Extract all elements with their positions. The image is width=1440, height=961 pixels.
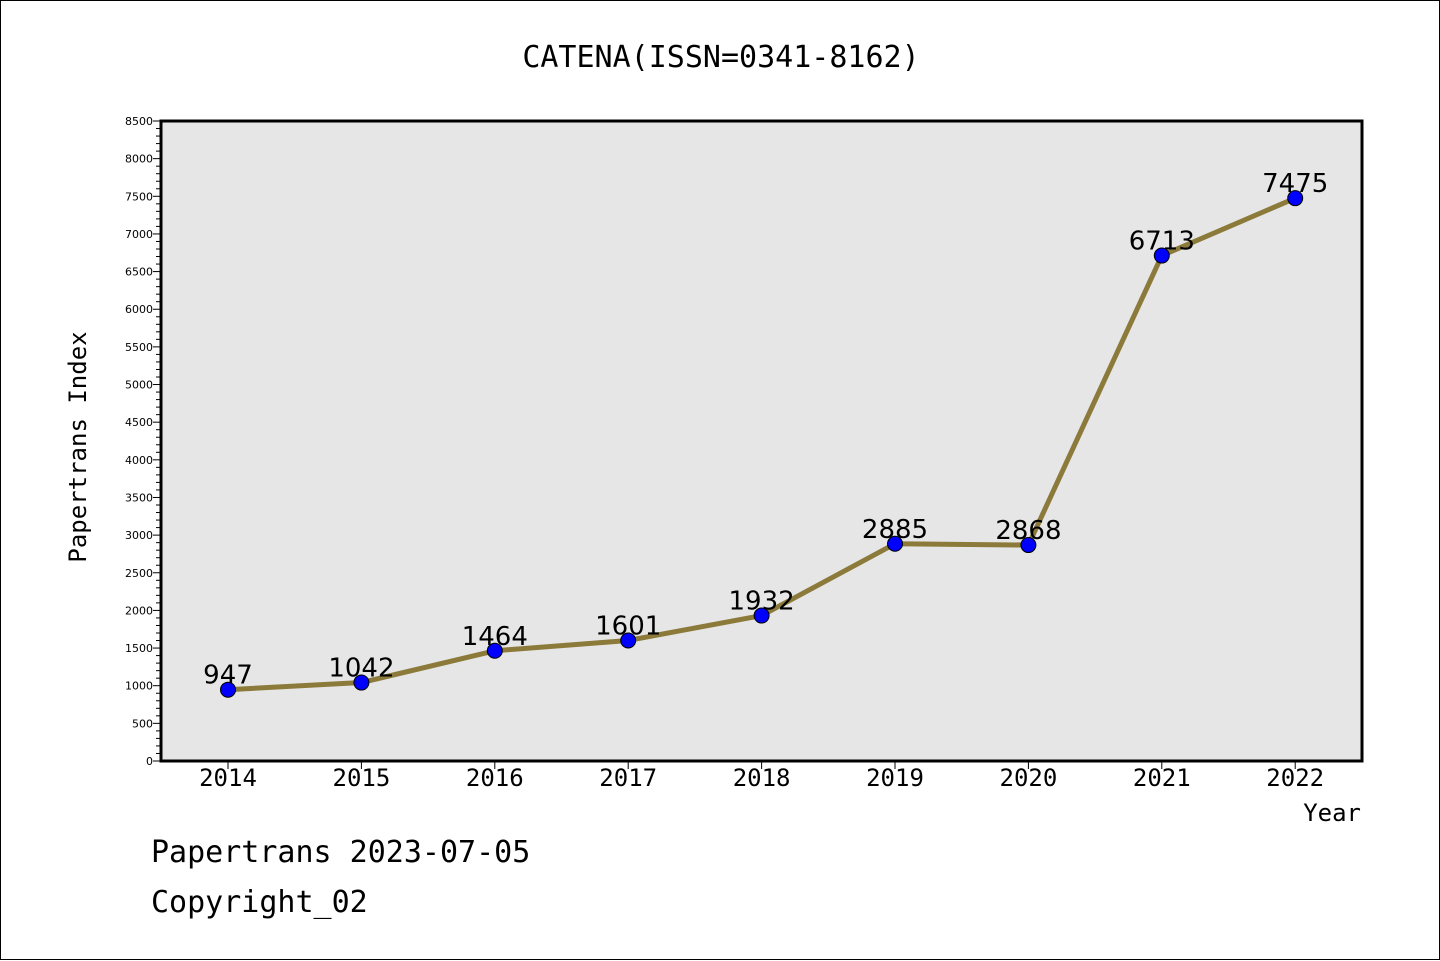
y-tick-label: 5500 <box>125 341 153 354</box>
data-point <box>220 681 236 698</box>
plot-area <box>159 119 1364 763</box>
y-tick-label: 500 <box>132 717 153 730</box>
y-tick-label: 0 <box>146 755 153 768</box>
data-point <box>1020 537 1037 554</box>
y-tick-label: 5000 <box>125 379 153 392</box>
y-tick-label: 1500 <box>125 642 153 655</box>
data-label: 2885 <box>862 515 928 545</box>
x-axis: 2014 2015 2016 2017 2018 2019 2020 2021 2022 <box>199 761 1324 792</box>
y-tick-label: 1000 <box>125 680 153 693</box>
data-label: 1464 <box>462 622 528 652</box>
y-tick-label: 3000 <box>125 529 153 542</box>
y-tick-label: 7500 <box>125 190 153 203</box>
data-label: 1042 <box>328 654 394 684</box>
y-tick-label: 2500 <box>125 567 153 580</box>
x-tick-label: 2019 <box>866 764 924 792</box>
footer-date: Papertrans 2023-07-05 <box>151 835 531 870</box>
data-point <box>753 607 770 624</box>
x-tick-label: 2016 <box>466 764 524 792</box>
data-label: 1932 <box>729 587 795 617</box>
y-axis: 0 500 1000 1500 2000 2500 3000 3500 4000 4500 5000… <box>125 115 161 768</box>
y-axis-label: Papertrans Index <box>64 331 92 562</box>
x-tick-label: 2021 <box>1133 764 1191 792</box>
data-point <box>1287 190 1304 207</box>
x-tick-label: 2014 <box>199 764 257 792</box>
y-tick-label: 6500 <box>125 266 153 279</box>
data-label: 2868 <box>995 516 1061 546</box>
data-point <box>353 674 370 691</box>
data-label: 7475 <box>1262 169 1328 199</box>
x-tick-label: 2022 <box>1266 764 1324 792</box>
y-tick-label: 8000 <box>125 153 153 166</box>
x-tick-label: 2020 <box>1000 764 1058 792</box>
data-label: 947 <box>203 661 253 691</box>
y-tick-label: 3500 <box>125 491 153 504</box>
data-label: 6713 <box>1129 227 1195 257</box>
x-tick-label: 2017 <box>599 764 657 792</box>
y-tick-label: 8500 <box>125 115 153 128</box>
series-layer: 947 1042 1464 1601 1932 2885 2868 6713 7475 <box>203 169 1328 698</box>
y-tick-label: 4500 <box>125 416 153 429</box>
y-tick-label: 6000 <box>125 303 153 316</box>
footer-copyright: Copyright_02 <box>151 885 368 920</box>
data-point <box>486 642 503 659</box>
y-tick-label: 4000 <box>125 454 153 467</box>
chart-title: CATENA(ISSN=0341-8162) <box>522 40 919 75</box>
x-axis-label: Year <box>1303 799 1361 827</box>
x-tick-label: 2018 <box>733 764 791 792</box>
y-tick-label: 7000 <box>125 228 153 241</box>
data-label: 1601 <box>595 611 661 641</box>
data-point <box>620 632 637 649</box>
data-point <box>1153 247 1170 264</box>
x-tick-label: 2015 <box>333 764 391 792</box>
data-point <box>887 535 903 552</box>
y-tick-label: 2000 <box>125 604 153 617</box>
